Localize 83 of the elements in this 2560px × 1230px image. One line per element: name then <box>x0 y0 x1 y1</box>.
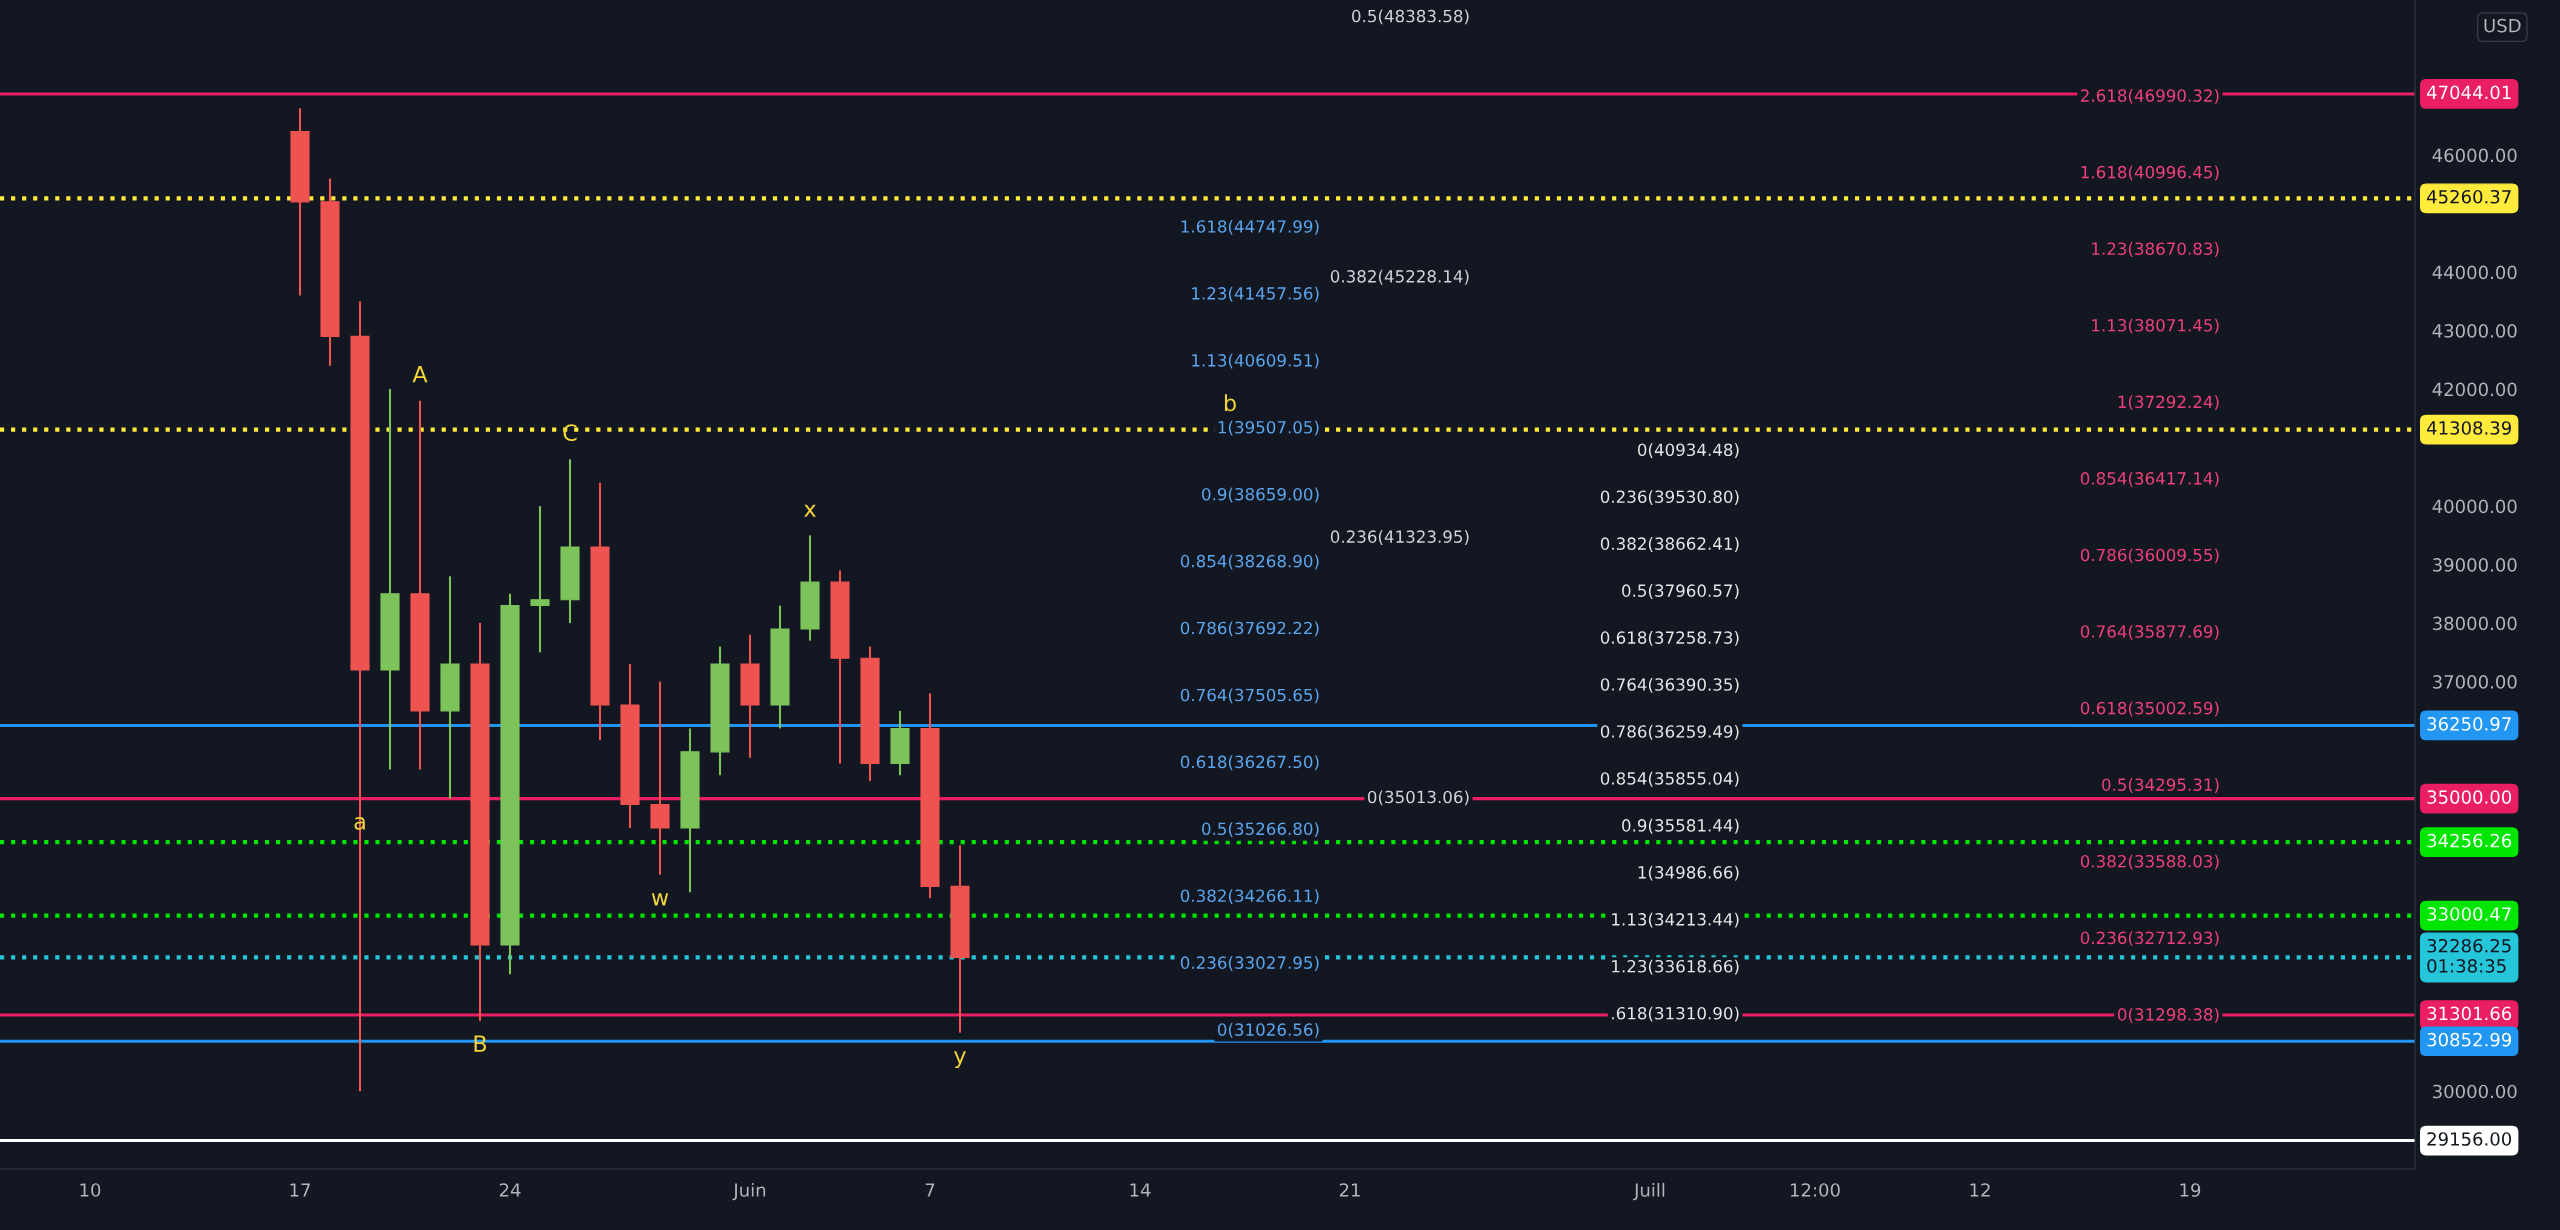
annotation: 0.618(35002.59) <box>2080 701 2219 717</box>
x-tick-label: 12:00 <box>1790 1183 1840 1197</box>
ref-line-label: 32286.25 01:38:35 <box>2427 938 2511 973</box>
ref-line-label: 35000.00 <box>2427 790 2512 804</box>
annotation: 1.23(38670.83) <box>2092 242 2219 257</box>
text: USD <box>2484 18 2521 33</box>
y-tick-label: 30000.00 <box>2433 1084 2517 1099</box>
annotation: 1.13(34213.44) <box>1612 912 1739 928</box>
annotation: b <box>1224 394 1236 412</box>
annotation: 1.23(41457.56) <box>1192 286 1319 302</box>
annotation: 0.5(35266.80) <box>1202 822 1319 838</box>
ref-line-label: 30852.99 <box>2427 1032 2511 1047</box>
annotation: 0.236(41323.95) <box>1330 530 1469 545</box>
annotation: w <box>651 893 669 906</box>
annotation: 1.13(38071.45) <box>2092 318 2219 334</box>
x-tick-label: 7 <box>925 1183 935 1197</box>
x-tick-label: 21 <box>1339 1183 1360 1197</box>
annotation: 0.764(36390.35) <box>1600 677 1739 693</box>
annotation: 0(35013.06) <box>1367 790 1469 806</box>
annotation: 1.618(40996.45) <box>2081 165 2219 181</box>
x-tick-label: 24 <box>499 1183 521 1197</box>
annotation: 0.382(33588.03) <box>2080 854 2219 870</box>
x-tick-label: 17 <box>290 1183 310 1197</box>
ref-line-label: 31301.66 <box>2427 1006 2512 1021</box>
annotation: 0.854(35855.04) <box>1600 771 1739 787</box>
annotation: 1.23(33618.66) <box>1612 959 1739 975</box>
annotation: x <box>804 504 816 517</box>
y-tick-label: 37000.00 <box>2433 675 2517 689</box>
annotation: 0(31298.38) <box>2117 1007 2219 1023</box>
x-tick-label: Juill <box>1633 1182 1665 1201</box>
annotation: 0.236(39530.80) <box>1600 490 1739 505</box>
annotation: 0.236(33027.95) <box>1180 956 1319 971</box>
ref-line-label: 33000.47 <box>2427 907 2511 921</box>
annotation: 0.854(38268.90) <box>1180 554 1319 570</box>
ref-line-label: 45260.37 <box>2426 189 2511 204</box>
y-tick-label: 46000.00 <box>2432 148 2517 163</box>
annotation: 2.618(46990.32) <box>2080 88 2219 104</box>
annotation: 0.382(45228.14) <box>1330 269 1469 285</box>
annotation: 0.236(32712.93) <box>2080 931 2219 947</box>
y-tick-label: 43000.00 <box>2432 324 2517 338</box>
annotation: 0.382(38662.41) <box>1600 537 1739 552</box>
ref-line-label: 47044.01 <box>2426 85 2511 100</box>
y-tick-label: 42000.00 <box>2432 382 2517 397</box>
annotation: 0.786(36259.49) <box>1600 724 1739 740</box>
annotation: 0.764(35877.69) <box>2080 624 2219 640</box>
ref-line-label: 34256.26 <box>2427 833 2512 848</box>
y-tick-label: 38000.00 <box>2433 616 2517 631</box>
x-tick-label: Juin <box>732 1182 766 1201</box>
annotation: A <box>412 366 428 383</box>
y-tick-label: 39000.00 <box>2433 558 2517 572</box>
annotation: 1(34986.66) <box>1638 865 1739 881</box>
annotation: 0.5(37960.57) <box>1622 584 1739 599</box>
ref-line-label: 41308.39 <box>2426 421 2511 435</box>
annotation: 0(31026.56) <box>1217 1023 1319 1038</box>
annotation: 0.764(37505.65) <box>1180 688 1319 704</box>
annotation: 0.854(36417.14) <box>2080 471 2219 487</box>
annotation: 0.618(37258.73) <box>1600 631 1739 646</box>
annotation: 1.13(40609.51) <box>1192 353 1319 369</box>
y-tick-label: 44000.00 <box>2432 265 2517 280</box>
annotation: 0.786(36009.55) <box>2080 548 2219 564</box>
annotation: 0.786(37692.22) <box>1180 621 1319 637</box>
x-tick-label: 14 <box>1130 1183 1151 1197</box>
candlestick <box>530 505 550 654</box>
annotation: 1.618(44747.99) <box>1181 219 1319 235</box>
annotation: C <box>563 424 577 442</box>
annotation: 0.9(38659.00) <box>1202 487 1319 503</box>
x-tick-label: 10 <box>80 1183 101 1197</box>
x-tick-label: 19 <box>2180 1183 2201 1197</box>
x-tick-label: 12 <box>1970 1183 1990 1197</box>
ref-line-label: 29156.00 <box>2427 1132 2512 1146</box>
annotation: 0.5(34295.31) <box>2102 778 2219 793</box>
annotation: 1(39507.05) <box>1218 420 1319 436</box>
annotation: y <box>954 1051 966 1069</box>
y-tick-label: 40000.00 <box>2432 499 2517 514</box>
annotation: 0.618(36267.50) <box>1180 755 1319 771</box>
annotation: 1(37292.24) <box>2118 395 2219 411</box>
annotation: .618(31310.90) <box>1612 1006 1739 1022</box>
annotation: 0.9(35581.44) <box>1622 818 1739 834</box>
annotation: 0(40934.48) <box>1637 443 1739 459</box>
annotation: 0.382(34266.11) <box>1180 889 1319 904</box>
ref-line-label: 36250.97 <box>2427 717 2511 731</box>
annotation: 0.5(48383.58) <box>1352 9 1469 25</box>
candlestick <box>650 680 670 876</box>
